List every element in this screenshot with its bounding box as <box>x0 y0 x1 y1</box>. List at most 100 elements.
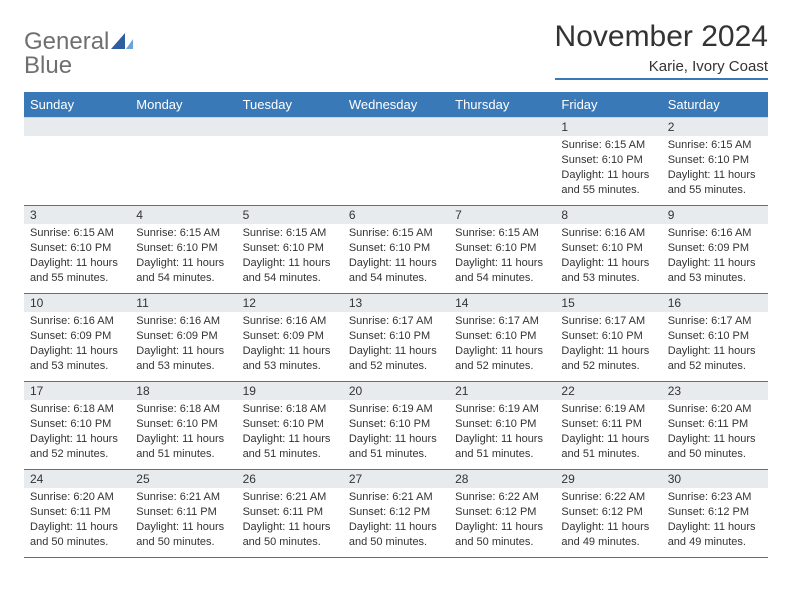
sunset-text: Sunset: 6:11 PM <box>668 417 762 432</box>
sunrise-text: Sunrise: 6:16 AM <box>30 314 124 329</box>
calendar-day-cell: 16Sunrise: 6:17 AMSunset: 6:10 PMDayligh… <box>662 294 768 382</box>
sunrise-text: Sunrise: 6:15 AM <box>136 226 230 241</box>
sunset-text: Sunset: 6:10 PM <box>349 241 443 256</box>
calendar-day-cell: 15Sunrise: 6:17 AMSunset: 6:10 PMDayligh… <box>555 294 661 382</box>
calendar-day-cell: 20Sunrise: 6:19 AMSunset: 6:10 PMDayligh… <box>343 382 449 470</box>
calendar-week-row: 1Sunrise: 6:15 AMSunset: 6:10 PMDaylight… <box>24 118 768 206</box>
sunrise-text: Sunrise: 6:18 AM <box>136 402 230 417</box>
sunset-text: Sunset: 6:10 PM <box>30 241 124 256</box>
day-details: Sunrise: 6:15 AMSunset: 6:10 PMDaylight:… <box>449 224 555 289</box>
daylight-text: Daylight: 11 hours and 54 minutes. <box>243 256 337 286</box>
day-details: Sunrise: 6:17 AMSunset: 6:10 PMDaylight:… <box>662 312 768 377</box>
sunset-text: Sunset: 6:10 PM <box>561 241 655 256</box>
daylight-text: Daylight: 11 hours and 55 minutes. <box>561 168 655 198</box>
day-details: Sunrise: 6:15 AMSunset: 6:10 PMDaylight:… <box>130 224 236 289</box>
day-details: Sunrise: 6:17 AMSunset: 6:10 PMDaylight:… <box>343 312 449 377</box>
daylight-text: Daylight: 11 hours and 53 minutes. <box>136 344 230 374</box>
day-details: Sunrise: 6:18 AMSunset: 6:10 PMDaylight:… <box>130 400 236 465</box>
daylight-text: Daylight: 11 hours and 54 minutes. <box>455 256 549 286</box>
sunset-text: Sunset: 6:11 PM <box>136 505 230 520</box>
sunrise-text: Sunrise: 6:21 AM <box>243 490 337 505</box>
calendar-day-cell: 1Sunrise: 6:15 AMSunset: 6:10 PMDaylight… <box>555 118 661 206</box>
sunrise-text: Sunrise: 6:17 AM <box>349 314 443 329</box>
day-number: 4 <box>130 206 236 224</box>
day-details: Sunrise: 6:15 AMSunset: 6:10 PMDaylight:… <box>662 136 768 201</box>
calendar-week-row: 3Sunrise: 6:15 AMSunset: 6:10 PMDaylight… <box>24 206 768 294</box>
day-details: Sunrise: 6:21 AMSunset: 6:12 PMDaylight:… <box>343 488 449 553</box>
daylight-text: Daylight: 11 hours and 52 minutes. <box>30 432 124 462</box>
day-details: Sunrise: 6:23 AMSunset: 6:12 PMDaylight:… <box>662 488 768 553</box>
daylight-text: Daylight: 11 hours and 50 minutes. <box>349 520 443 550</box>
day-details: Sunrise: 6:22 AMSunset: 6:12 PMDaylight:… <box>449 488 555 553</box>
daylight-text: Daylight: 11 hours and 51 minutes. <box>561 432 655 462</box>
calendar-day-cell: 3Sunrise: 6:15 AMSunset: 6:10 PMDaylight… <box>24 206 130 294</box>
sunrise-text: Sunrise: 6:22 AM <box>561 490 655 505</box>
sunrise-text: Sunrise: 6:18 AM <box>243 402 337 417</box>
day-number: 2 <box>662 118 768 136</box>
day-number: 29 <box>555 470 661 488</box>
daylight-text: Daylight: 11 hours and 53 minutes. <box>668 256 762 286</box>
calendar-day-cell: 7Sunrise: 6:15 AMSunset: 6:10 PMDaylight… <box>449 206 555 294</box>
calendar-day-cell: 21Sunrise: 6:19 AMSunset: 6:10 PMDayligh… <box>449 382 555 470</box>
sunrise-text: Sunrise: 6:16 AM <box>561 226 655 241</box>
day-number: 5 <box>237 206 343 224</box>
daylight-text: Daylight: 11 hours and 50 minutes. <box>243 520 337 550</box>
calendar-week-row: 17Sunrise: 6:18 AMSunset: 6:10 PMDayligh… <box>24 382 768 470</box>
calendar-day-cell: 19Sunrise: 6:18 AMSunset: 6:10 PMDayligh… <box>237 382 343 470</box>
sunset-text: Sunset: 6:12 PM <box>349 505 443 520</box>
day-details: Sunrise: 6:15 AMSunset: 6:10 PMDaylight:… <box>237 224 343 289</box>
sunrise-text: Sunrise: 6:16 AM <box>668 226 762 241</box>
daylight-text: Daylight: 11 hours and 52 minutes. <box>349 344 443 374</box>
weekday-header: Friday <box>555 92 661 118</box>
sunrise-text: Sunrise: 6:17 AM <box>668 314 762 329</box>
sunrise-text: Sunrise: 6:19 AM <box>349 402 443 417</box>
day-details: Sunrise: 6:16 AMSunset: 6:09 PMDaylight:… <box>237 312 343 377</box>
sunset-text: Sunset: 6:10 PM <box>349 329 443 344</box>
day-number: 8 <box>555 206 661 224</box>
calendar-day-cell: 4Sunrise: 6:15 AMSunset: 6:10 PMDaylight… <box>130 206 236 294</box>
sunset-text: Sunset: 6:11 PM <box>30 505 124 520</box>
day-number: 13 <box>343 294 449 312</box>
sunset-text: Sunset: 6:10 PM <box>349 417 443 432</box>
weekday-header: Saturday <box>662 92 768 118</box>
day-details: Sunrise: 6:21 AMSunset: 6:11 PMDaylight:… <box>237 488 343 553</box>
sunrise-text: Sunrise: 6:15 AM <box>455 226 549 241</box>
calendar-day-cell: 26Sunrise: 6:21 AMSunset: 6:11 PMDayligh… <box>237 470 343 558</box>
sunrise-text: Sunrise: 6:15 AM <box>349 226 443 241</box>
daylight-text: Daylight: 11 hours and 51 minutes. <box>243 432 337 462</box>
sail-icon <box>111 33 133 49</box>
day-number: 30 <box>662 470 768 488</box>
weekday-header-row: SundayMondayTuesdayWednesdayThursdayFrid… <box>24 92 768 118</box>
weekday-header: Tuesday <box>237 92 343 118</box>
sunset-text: Sunset: 6:09 PM <box>243 329 337 344</box>
sunrise-text: Sunrise: 6:21 AM <box>136 490 230 505</box>
sunset-text: Sunset: 6:12 PM <box>561 505 655 520</box>
day-number: 12 <box>237 294 343 312</box>
day-number: 14 <box>449 294 555 312</box>
sunset-text: Sunset: 6:10 PM <box>455 241 549 256</box>
day-details: Sunrise: 6:17 AMSunset: 6:10 PMDaylight:… <box>449 312 555 377</box>
day-number: 11 <box>130 294 236 312</box>
calendar-day-cell: 30Sunrise: 6:23 AMSunset: 6:12 PMDayligh… <box>662 470 768 558</box>
day-number <box>343 118 449 136</box>
sunrise-text: Sunrise: 6:19 AM <box>561 402 655 417</box>
sunset-text: Sunset: 6:10 PM <box>243 417 337 432</box>
day-number <box>449 118 555 136</box>
day-number: 6 <box>343 206 449 224</box>
sunrise-text: Sunrise: 6:20 AM <box>30 490 124 505</box>
daylight-text: Daylight: 11 hours and 50 minutes. <box>455 520 549 550</box>
calendar-day-cell: 9Sunrise: 6:16 AMSunset: 6:09 PMDaylight… <box>662 206 768 294</box>
logo-word1: General <box>24 28 109 55</box>
day-number <box>130 118 236 136</box>
calendar-day-cell: 11Sunrise: 6:16 AMSunset: 6:09 PMDayligh… <box>130 294 236 382</box>
sunset-text: Sunset: 6:12 PM <box>668 505 762 520</box>
daylight-text: Daylight: 11 hours and 53 minutes. <box>243 344 337 374</box>
day-details: Sunrise: 6:16 AMSunset: 6:09 PMDaylight:… <box>130 312 236 377</box>
sunset-text: Sunset: 6:09 PM <box>668 241 762 256</box>
calendar-day-cell <box>449 118 555 206</box>
daylight-text: Daylight: 11 hours and 51 minutes. <box>349 432 443 462</box>
day-details: Sunrise: 6:16 AMSunset: 6:09 PMDaylight:… <box>662 224 768 289</box>
title-block: November 2024 Karie, Ivory Coast <box>555 20 768 80</box>
sunset-text: Sunset: 6:10 PM <box>136 241 230 256</box>
daylight-text: Daylight: 11 hours and 49 minutes. <box>561 520 655 550</box>
